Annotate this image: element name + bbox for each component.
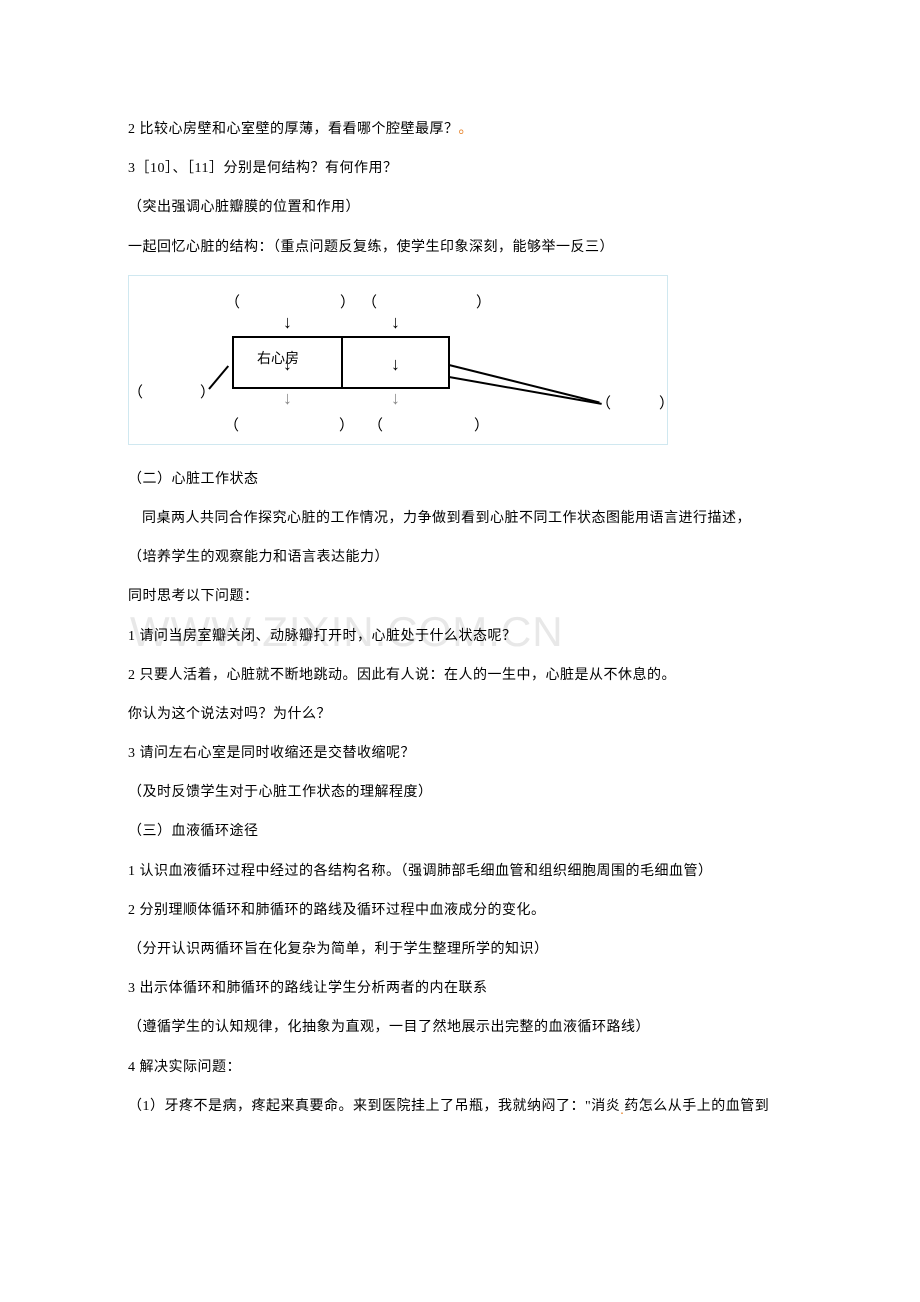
text-line: 2 分别理顺体循环和肺循环的路线及循环过程中血液成分的变化。 (128, 891, 792, 930)
text-line: 2 只要人活着，心脏就不断地跳动。因此有人说：在人的一生中，心脏是从不休息的。 (128, 656, 792, 695)
diagram-divider (341, 336, 343, 389)
diagram-connector (208, 365, 229, 389)
text-line: 3［10］、［11］分别是何结构？有何作用？ (128, 149, 792, 188)
heart-structure-diagram: 右心房 （ ） （ ） （ ） （ ） （ ） （ ） ↓ ↓ ↓ ↓ ↓ ↓ (128, 275, 668, 445)
paren-open: （ (368, 414, 383, 435)
text-line: 3 出示体循环和肺循环的路线让学生分析两者的内在联系 (128, 969, 792, 1008)
diagram-label: 右心房 (257, 348, 299, 368)
arrow-down-icon: ↓ (391, 354, 400, 375)
paren-close: ） (659, 392, 674, 413)
arrow-down-icon: ↓ (283, 388, 292, 409)
text-line: 一起回忆心脏的结构：（重点问题反复练，使学生印象深刻，能够举一反三） (128, 228, 792, 267)
paren-close: ） (476, 291, 491, 312)
paren-close: ） (339, 414, 354, 435)
paren-open: （ (128, 381, 143, 402)
text-line: 1 认识血液循环过程中经过的各结构名称。（强调肺部毛细血管和组织细胞周围的毛细血… (128, 852, 792, 891)
paren-open: （ (224, 414, 239, 435)
arrow-down-icon: ↓ (283, 354, 292, 375)
text-line: （三）血液循环途径 (128, 812, 792, 851)
text-line: 2 比较心房壁和心室壁的厚薄，看看哪个腔壁最厚？。 (128, 110, 792, 149)
text-line: 同时思考以下问题： (128, 577, 792, 616)
orange-marker: 。 (459, 122, 474, 137)
diagram-connector (449, 376, 602, 405)
text-line: （二）心脏工作状态 (128, 460, 792, 499)
text-line: （突出强调心脏瓣膜的位置和作用） (128, 188, 792, 227)
line-text: 2 比较心房壁和心室壁的厚薄，看看哪个腔壁最厚？ (128, 122, 459, 137)
diagram-connector (449, 364, 600, 403)
text-line: （及时反馈学生对于心脏工作状态的理解程度） (128, 773, 792, 812)
arrow-down-icon: ↓ (391, 312, 400, 333)
orange-marker: . (620, 1103, 624, 1118)
line-text: （1）牙疼不是病，疼起来真要命。来到医院挂上了吊瓶，我就纳闷了："消炎 (128, 1099, 620, 1114)
paren-close: ） (340, 291, 355, 312)
text-line: 3 请问左右心室是同时收缩还是交替收缩呢？ (128, 734, 792, 773)
text-line: 4 解决实际问题： (128, 1048, 792, 1087)
paren-open: （ (362, 291, 377, 312)
text-line: 1 请问当房室瓣关闭、动脉瓣打开时，心脏处于什么状态呢？ (128, 617, 792, 656)
document-content: 2 比较心房壁和心室壁的厚薄，看看哪个腔壁最厚？。 3［10］、［11］分别是何… (128, 110, 792, 1126)
text-line: 你认为这个说法对吗？为什么？ (128, 695, 792, 734)
text-line: （分开认识两循环旨在化复杂为简单，利于学生整理所学的知识） (128, 930, 792, 969)
line-text: 药怎么从手上的血管到 (624, 1099, 769, 1114)
text-line: 同桌两人共同合作探究心脏的工作情况，力争做到看到心脏不同工作状态图能用语言进行描… (128, 499, 792, 538)
arrow-down-icon: ↓ (391, 388, 400, 409)
text-line: （1）牙疼不是病，疼起来真要命。来到医院挂上了吊瓶，我就纳闷了："消炎.药怎么从… (128, 1087, 792, 1126)
text-line: （培养学生的观察能力和语言表达能力） (128, 538, 792, 577)
paren-close: ） (474, 414, 489, 435)
paren-open: （ (225, 291, 240, 312)
text-line: （遵循学生的认知规律，化抽象为直观，一目了然地展示出完整的血液循环路线） (128, 1008, 792, 1047)
arrow-down-icon: ↓ (283, 312, 292, 333)
